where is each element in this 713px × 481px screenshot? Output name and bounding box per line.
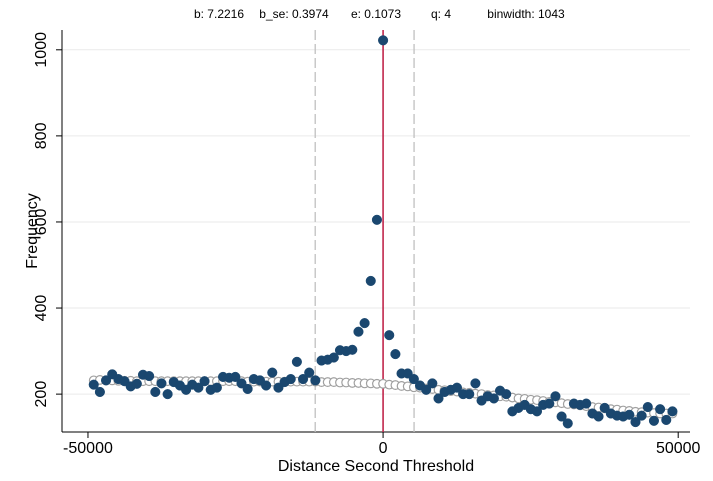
observed-point bbox=[562, 418, 573, 429]
observed-point bbox=[88, 379, 99, 390]
observed-point bbox=[156, 378, 167, 389]
observed-point bbox=[261, 380, 272, 391]
observed-point bbox=[328, 352, 339, 363]
observed-point bbox=[550, 391, 561, 402]
y-tick-label: 800 bbox=[33, 122, 50, 149]
observed-point bbox=[421, 384, 432, 395]
observed-point bbox=[162, 389, 173, 400]
observed-point bbox=[648, 415, 659, 426]
observed-point bbox=[544, 398, 555, 409]
observed-point bbox=[211, 382, 222, 393]
y-tick-label: 400 bbox=[33, 295, 50, 322]
x-axis-label: Distance Second Threshold bbox=[278, 458, 474, 475]
observed-point bbox=[501, 389, 512, 400]
observed-point bbox=[353, 326, 364, 337]
observed-point bbox=[488, 393, 499, 404]
observed-point bbox=[661, 414, 672, 425]
observed-point bbox=[285, 374, 296, 385]
observed-point bbox=[193, 382, 204, 393]
observed-point bbox=[642, 401, 653, 413]
observed-point bbox=[667, 406, 678, 417]
observed-point bbox=[378, 35, 389, 46]
annotation: b_se: 0.3974 bbox=[259, 7, 329, 21]
observed-point bbox=[359, 318, 370, 329]
observed-point bbox=[636, 410, 647, 421]
x-tick-label: 0 bbox=[379, 440, 388, 457]
observed-point bbox=[242, 383, 253, 395]
observed-point bbox=[408, 374, 419, 385]
observed-point bbox=[101, 375, 112, 386]
observed-point bbox=[230, 371, 241, 382]
observed-point bbox=[347, 344, 358, 355]
observed-point bbox=[556, 411, 567, 422]
x-tick-label: -50000 bbox=[63, 440, 113, 457]
y-tick-label: 200 bbox=[33, 381, 50, 408]
annotation: q: 4 bbox=[431, 7, 451, 21]
observed-point bbox=[291, 356, 302, 367]
observed-point bbox=[630, 417, 641, 428]
annotation: b: 7.2216 bbox=[194, 7, 244, 21]
observed-point bbox=[531, 406, 543, 417]
observed-point bbox=[593, 411, 604, 422]
observed-point bbox=[310, 375, 321, 386]
annotation: e: 0.1073 bbox=[351, 7, 401, 21]
observed-point bbox=[624, 409, 635, 420]
observed-point bbox=[464, 389, 475, 400]
x-tick-label: 50000 bbox=[656, 440, 701, 457]
observed-point bbox=[581, 398, 592, 409]
observed-point bbox=[131, 378, 142, 389]
observed-point bbox=[94, 386, 105, 398]
annotation: binwidth: 1043 bbox=[487, 7, 565, 21]
observed-point bbox=[427, 378, 438, 389]
observed-point bbox=[384, 330, 395, 341]
observed-point bbox=[199, 376, 210, 387]
observed-point bbox=[298, 374, 309, 385]
observed-point bbox=[433, 393, 444, 404]
observed-point bbox=[144, 370, 155, 382]
observed-point bbox=[451, 382, 463, 393]
y-axis-label: Frequency bbox=[24, 193, 41, 269]
observed-point bbox=[267, 367, 278, 378]
observed-point bbox=[150, 386, 161, 398]
observed-point bbox=[304, 367, 315, 378]
y-tick-label: 1000 bbox=[33, 32, 50, 68]
y-tick-label: 600 bbox=[33, 209, 50, 236]
observed-point bbox=[655, 404, 666, 415]
observed-point bbox=[470, 378, 481, 389]
observed-point bbox=[390, 349, 401, 360]
observed-point bbox=[371, 214, 382, 225]
observed-point bbox=[365, 275, 376, 286]
